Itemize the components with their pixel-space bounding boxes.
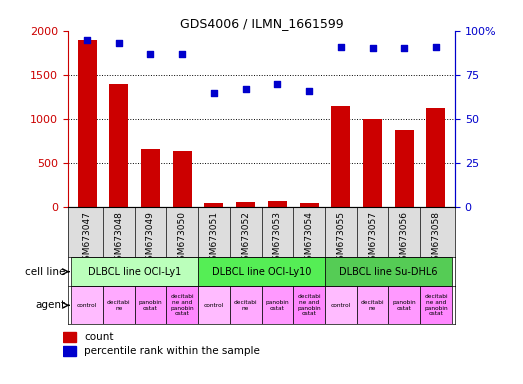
Point [305, 88, 313, 94]
Point [210, 89, 218, 96]
Text: GSM673050: GSM673050 [178, 211, 187, 266]
Bar [363, 119, 382, 207]
Bar [420, 286, 452, 324]
Text: GSM673048: GSM673048 [114, 211, 123, 266]
Text: count: count [84, 332, 114, 342]
Text: decitabi
ne and
panobin
ostat: decitabi ne and panobin ostat [170, 294, 194, 316]
Bar [293, 286, 325, 324]
Text: GSM673053: GSM673053 [273, 211, 282, 266]
Point [273, 81, 281, 87]
Bar [357, 286, 389, 324]
Text: decitabi
ne and
panobin
ostat: decitabi ne and panobin ostat [424, 294, 448, 316]
Bar [63, 332, 76, 342]
Text: GSM673054: GSM673054 [304, 211, 314, 266]
Bar [71, 257, 198, 286]
Text: panobin
ostat: panobin ostat [392, 300, 416, 311]
Bar [395, 130, 414, 207]
Point [146, 51, 155, 57]
Bar [71, 286, 103, 324]
Bar [173, 151, 192, 207]
Point [337, 43, 345, 50]
Text: panobin
ostat: panobin ostat [139, 300, 162, 311]
Bar [141, 149, 160, 207]
Title: GDS4006 / ILMN_1661599: GDS4006 / ILMN_1661599 [180, 17, 343, 30]
Bar [331, 106, 350, 207]
Bar [63, 346, 76, 356]
Point [432, 43, 440, 50]
Text: decitabi
ne: decitabi ne [107, 300, 131, 311]
Point [178, 51, 186, 57]
Bar [325, 286, 357, 324]
Bar [198, 257, 325, 286]
Point [115, 40, 123, 46]
Text: GSM673058: GSM673058 [431, 211, 440, 266]
Bar [300, 202, 319, 207]
Bar [77, 40, 97, 207]
Bar [109, 84, 128, 207]
Text: agent: agent [35, 300, 65, 310]
Bar [325, 257, 452, 286]
Bar [134, 286, 166, 324]
Bar [230, 286, 262, 324]
Text: decitabi
ne: decitabi ne [234, 300, 257, 311]
Text: panobin
ostat: panobin ostat [266, 300, 289, 311]
Bar [389, 286, 420, 324]
Text: GSM673051: GSM673051 [209, 211, 219, 266]
Text: DLBCL line OCI-Ly10: DLBCL line OCI-Ly10 [212, 266, 311, 277]
Text: decitabi
ne and
panobin
ostat: decitabi ne and panobin ostat [297, 294, 321, 316]
Bar [426, 108, 446, 207]
Point [242, 86, 250, 92]
Text: control: control [77, 303, 97, 308]
Bar [198, 286, 230, 324]
Text: percentile rank within the sample: percentile rank within the sample [84, 346, 260, 356]
Text: GSM673049: GSM673049 [146, 211, 155, 266]
Text: GSM673057: GSM673057 [368, 211, 377, 266]
Text: GSM673047: GSM673047 [83, 211, 92, 266]
Bar [103, 286, 134, 324]
Bar [204, 203, 223, 207]
Text: decitabi
ne: decitabi ne [361, 300, 384, 311]
Text: control: control [331, 303, 351, 308]
Text: GSM673056: GSM673056 [400, 211, 409, 266]
Bar [268, 201, 287, 207]
Text: GSM673052: GSM673052 [241, 211, 250, 266]
Text: control: control [204, 303, 224, 308]
Point [400, 45, 408, 51]
Text: DLBCL line OCI-Ly1: DLBCL line OCI-Ly1 [88, 266, 181, 277]
Bar [236, 202, 255, 207]
Text: GSM673055: GSM673055 [336, 211, 345, 266]
Bar [262, 286, 293, 324]
Text: cell line: cell line [25, 266, 65, 277]
Point [368, 45, 377, 51]
Text: DLBCL line Su-DHL6: DLBCL line Su-DHL6 [339, 266, 438, 277]
Bar [166, 286, 198, 324]
Point [83, 36, 91, 43]
